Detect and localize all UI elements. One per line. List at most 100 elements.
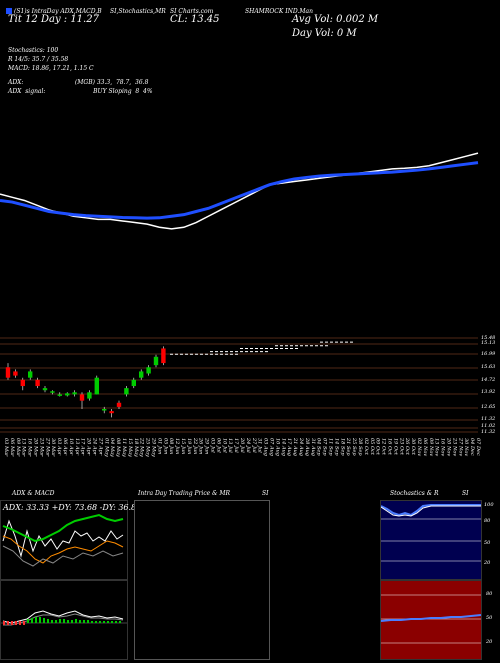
date-axis-label: 07 Aug [268, 438, 275, 456]
candle-body [42, 388, 48, 391]
date-axis-label: 27 Nov [457, 438, 464, 457]
candle-body [5, 367, 11, 378]
date-axis-label: 27 Apr [97, 438, 104, 456]
price-axis-label: 14.72 [481, 377, 496, 383]
candle-body [72, 392, 77, 395]
date-axis-label: 16 Oct [386, 438, 393, 455]
rsi-axis-label: 20 [486, 639, 493, 645]
date-axis-label: 13 Jul [227, 438, 234, 453]
intraday-panel-title: Intra Day Trading Price & MR [138, 490, 231, 497]
candle-body [79, 394, 85, 401]
stoch-panel-title: Stochastics & R [390, 490, 439, 497]
adx-panel-title: ADX & MACD [12, 490, 55, 497]
date-axis-label: 06 Apr [62, 438, 68, 456]
candle-body [87, 392, 92, 399]
candle-body [57, 394, 62, 396]
date-axis-label: 12 Oct [380, 438, 387, 455]
date-axis-label: 08 May [115, 438, 122, 457]
date-axis-label: 23 Nov [451, 438, 458, 457]
stochastics-axis-label: 20 [484, 560, 491, 566]
date-axis-label: 20 Nov [445, 438, 452, 457]
macd-panel [0, 580, 128, 660]
date-axis-label: 06 Nov [421, 438, 428, 457]
date-axis-label: 10 Aug [274, 438, 281, 456]
date-axis-label: 06 Jul [215, 438, 222, 453]
stochastics-axis-label: 100 [484, 502, 494, 508]
date-axis-label: 09 Nov [427, 438, 434, 457]
moving-average-lines [0, 152, 479, 230]
candle-body [131, 379, 136, 387]
date-axis-label: 21 Aug [292, 438, 299, 456]
date-axis-label: 03 Apr [56, 438, 63, 456]
date-axis-label: 20 Jul [239, 438, 245, 453]
date-axis-label: 13 Apr [73, 438, 80, 456]
candle-body [13, 371, 18, 376]
stochastics-readout: Stochastics: 100 [8, 47, 59, 54]
date-axis-label: 15 Jun [180, 438, 186, 455]
adx-readout: ADX: (MGB) 33.3, 78.7, 36.8 [8, 79, 149, 86]
date-axis-label: 09 Oct [374, 438, 381, 455]
stochastics-axis-label: 50 [484, 540, 491, 546]
avg-volume: Avg Vol: 0.002 M [292, 14, 379, 25]
price-axis-label: 11.32 [481, 416, 496, 422]
date-axis-label: 13 Mar [20, 438, 27, 457]
date-axis-label: 11 May [121, 438, 127, 457]
header-line1: Tit 12 Day : 11.27 [8, 14, 99, 25]
date-axis-label: 29 May [150, 438, 157, 457]
header-title-right: SHAMROCK IND.Man [245, 8, 313, 15]
date-axis-label: 28 Sep [357, 438, 363, 456]
price-axis-label: 15.63 [481, 364, 496, 370]
candle-body [28, 371, 33, 378]
candle-body [146, 367, 151, 374]
candle-body [94, 377, 99, 395]
date-axis-label: 02 Oct [362, 438, 369, 455]
date-axis-label: 08 Jun [168, 438, 175, 455]
date-axis-label: 23 Mar [38, 438, 45, 457]
stochastics-lines [380, 504, 481, 562]
date-axis-label: 20 Mar [32, 438, 39, 457]
date-axis-label: 13 Nov [433, 438, 440, 457]
date-axis-label: 22 May [138, 438, 145, 457]
intraday-panel [134, 500, 270, 660]
date-axis-label: 06 Mar [8, 438, 15, 457]
adx-panel: ADX: 33.33 +DY: 73.68 -DY: 36.84 [0, 500, 141, 580]
date-axis-label: 30 Oct [410, 438, 417, 455]
date-axis-label: 24 Jul [244, 438, 251, 453]
date-axis-label: 04 Sep [315, 438, 322, 456]
header-title-left: (S1)s IntraDay ADX,MACD,B [14, 8, 102, 15]
date-axis-label: 31 Jul [256, 438, 263, 453]
price-axis-label: 15.48 [481, 335, 496, 341]
date-axis-label: 25 May [144, 438, 151, 457]
legend-square-icon [6, 8, 12, 14]
date-axis-label: 14 Sep [333, 438, 340, 456]
price-axis-label: 12.65 [481, 404, 496, 410]
macd-readout: MACD: 18.86, 17.21, 1.15 C [8, 65, 94, 72]
date-axis-label: 29 Jun [203, 438, 210, 455]
grid-lines [0, 337, 478, 433]
rsi-lines [380, 594, 482, 644]
stoch-si-label: SI [462, 490, 469, 497]
date-axis-label: 09 Mar [14, 438, 21, 457]
date-axis-label: 20 Apr [85, 438, 92, 456]
date-axis-label: 12 Jun [174, 438, 181, 455]
candle-body [102, 409, 107, 411]
projection-lines [170, 341, 355, 355]
candle-body [161, 348, 166, 364]
candle-body [20, 379, 25, 387]
date-axis-label: 27 Mar [44, 438, 51, 457]
date-axis-label: 03 Mar [3, 438, 9, 457]
date-axis-label: 28 Aug [303, 438, 310, 456]
date-axis-label: 10 Jul [221, 438, 228, 453]
date-axis-label: 07 Sep [321, 438, 328, 456]
price-axis-label: 13.92 [481, 389, 496, 395]
date-axis-label: 17 Jul [233, 438, 240, 453]
header-title-stoch: SI,Stochastics,MR [110, 8, 166, 15]
date-axis-label: 16 Mar [26, 438, 33, 457]
price-axis-label: 15.13 [481, 340, 496, 346]
date-axis-label: 04 May [109, 438, 116, 457]
candle-body [116, 402, 122, 407]
adx-values-readout: ADX: 33.33 +DY: 73.68 -DY: 36.84 [3, 503, 142, 512]
date-axis-label: 19 Jun [185, 438, 192, 455]
date-axis-label: 27 Jul [250, 438, 257, 453]
date-axis-label: 18 May [132, 438, 139, 457]
